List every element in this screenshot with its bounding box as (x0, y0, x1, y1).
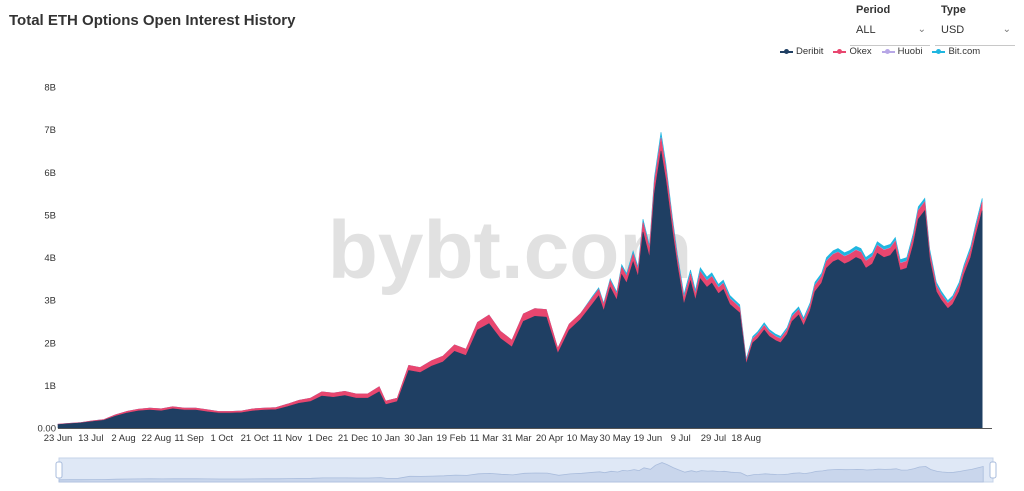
x-tick-label: 13 Jul (78, 433, 103, 444)
y-tick-label: 5B (44, 210, 56, 221)
x-tick-label: 19 Jun (634, 433, 663, 444)
y-tick-label: 4B (44, 253, 56, 264)
x-tick-label: 1 Oct (211, 433, 234, 444)
period-value: ALL (856, 24, 876, 36)
period-control: Period ALL ⌄ (850, 4, 930, 46)
x-tick-label: 1 Dec (308, 433, 333, 444)
chart-legend: Deribit Okex Huobi Bit.com (780, 46, 980, 57)
chevron-down-icon: ⌄ (1002, 24, 1011, 35)
legend-marker-icon (833, 48, 847, 56)
y-tick-label: 8B (44, 83, 56, 94)
legend-item-huobi[interactable]: Huobi (881, 46, 923, 57)
zoom-handle-right[interactable] (989, 461, 997, 479)
legend-marker-icon (881, 48, 895, 56)
x-tick-label: 23 Jun (44, 433, 73, 444)
x-tick-label: 10 May (567, 433, 598, 444)
x-tick-label: 2 Aug (111, 433, 135, 444)
legend-label: Okex (849, 46, 872, 57)
y-tick-label: 3B (44, 296, 56, 307)
legend-label: Bit.com (948, 46, 981, 57)
x-tick-label: 21 Dec (338, 433, 368, 444)
chevron-down-icon: ⌄ (917, 24, 926, 35)
x-tick-label: 30 Jan (404, 433, 433, 444)
zoom-handle-left[interactable] (55, 461, 63, 479)
period-label: Period (856, 4, 891, 16)
y-tick-label: 2B (44, 338, 56, 349)
zoom-slider-preview (58, 462, 984, 483)
x-tick-label: 21 Oct (241, 433, 269, 444)
x-tick-label: 9 Jul (671, 433, 691, 444)
legend-item-bitcom[interactable]: Bit.com (932, 46, 980, 57)
legend-item-deribit[interactable]: Deribit (780, 46, 823, 57)
x-tick-label: 11 Mar (470, 433, 499, 444)
type-label: Type (941, 4, 966, 16)
legend-label: Huobi (897, 46, 923, 57)
legend-marker-icon (780, 48, 793, 56)
chart-title: Total ETH Options Open Interest History (9, 12, 296, 29)
x-tick-label: 31 Mar (502, 433, 532, 444)
type-value: USD (941, 24, 965, 36)
type-select[interactable]: USD ⌄ (935, 19, 1015, 46)
x-tick-label: 29 Jul (701, 433, 726, 444)
legend-label: Deribit (796, 46, 824, 57)
legend-marker-icon (932, 48, 946, 56)
y-tick-label: 1B (44, 381, 56, 392)
y-tick-label: 6B (44, 168, 56, 179)
y-tick-label: 0.00 (38, 424, 57, 435)
x-tick-label: 18 Aug (731, 433, 761, 444)
x-tick-label: 10 Jan (371, 433, 400, 444)
x-tick-label: 11 Sep (174, 433, 203, 444)
x-tick-label: 30 May (600, 433, 631, 444)
x-tick-label: 20 Apr (536, 433, 563, 444)
legend-item-okex[interactable]: Okex (833, 46, 872, 57)
x-tick-label: 19 Feb (436, 433, 466, 444)
x-tick-label: 11 Nov (273, 433, 303, 444)
period-select[interactable]: ALL ⌄ (850, 19, 930, 46)
y-tick-label: 7B (44, 125, 56, 136)
x-tick-label: 22 Aug (142, 433, 172, 444)
type-control: Type USD ⌄ (935, 4, 1015, 46)
